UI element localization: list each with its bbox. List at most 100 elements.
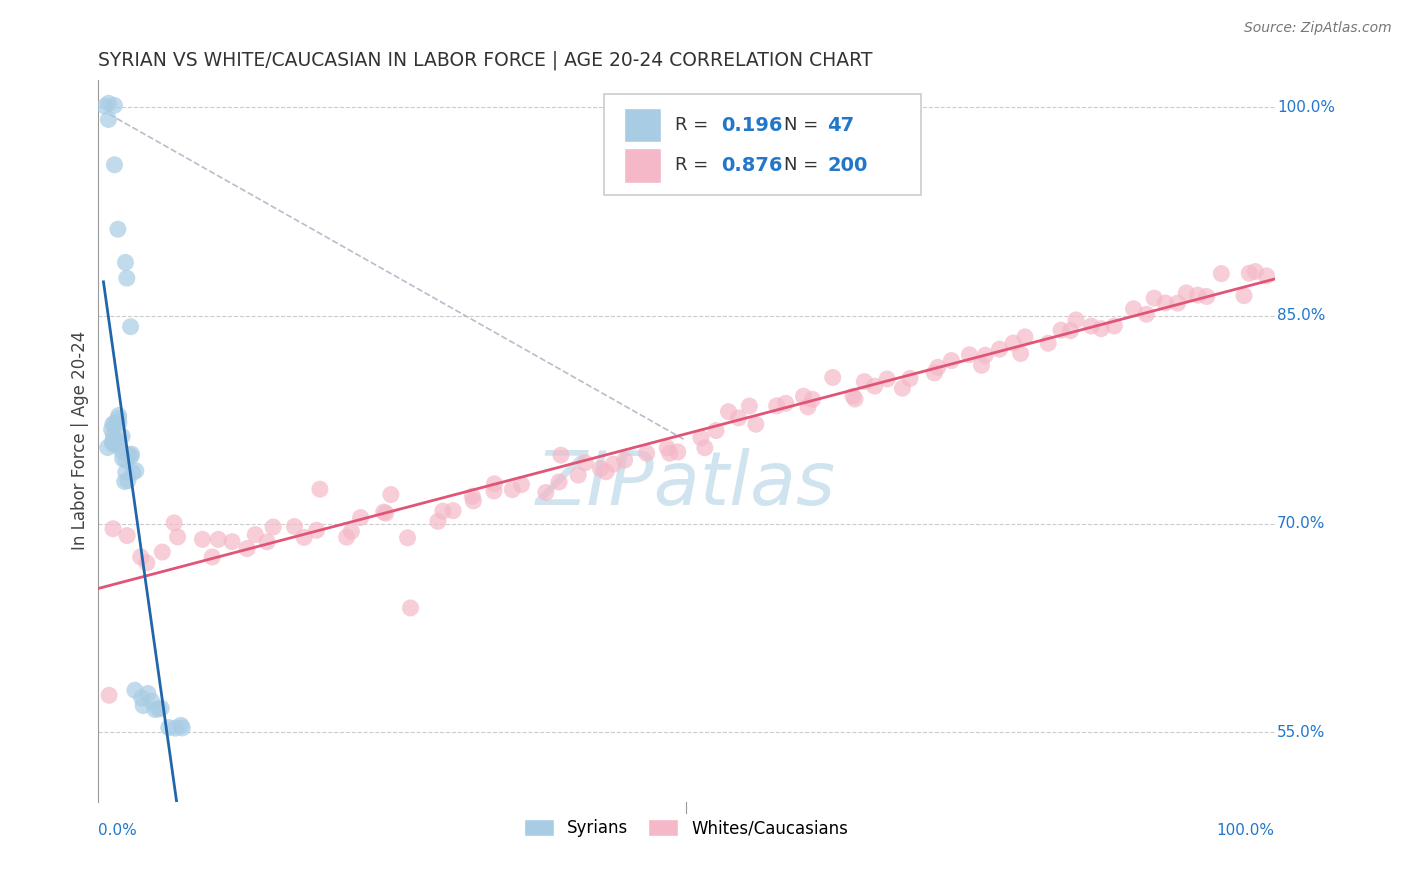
Point [567, 468, 589, 483]
Text: 100.0%: 100.0% [1216, 823, 1275, 838]
Point [97, 96, 120, 111]
Point [941, 353, 963, 368]
Point [988, 342, 1011, 356]
Point [432, 504, 454, 518]
Text: 0.0%: 0.0% [97, 823, 136, 838]
Point [1195, 289, 1218, 303]
Point [959, 348, 981, 362]
Point [548, 475, 571, 489]
Point [150, 545, 173, 559]
FancyBboxPatch shape [603, 94, 921, 195]
Point [340, 524, 363, 539]
Point [844, 392, 866, 406]
Point [924, 366, 946, 380]
Point [143, 702, 166, 716]
Point [482, 483, 505, 498]
Text: 0.876: 0.876 [721, 156, 783, 175]
Y-axis label: In Labor Force | Age 20-24: In Labor Force | Age 20-24 [72, 331, 89, 550]
Point [292, 530, 315, 544]
Text: Source: ZipAtlas.com: Source: ZipAtlas.com [1244, 21, 1392, 35]
Point [117, 448, 139, 462]
Point [461, 489, 484, 503]
Point [309, 482, 332, 496]
Text: 200: 200 [827, 156, 868, 175]
Text: 0.196: 0.196 [721, 116, 783, 135]
Point [103, 417, 125, 431]
Point [775, 396, 797, 410]
Point [863, 379, 886, 393]
Point [974, 348, 997, 362]
Point [107, 411, 129, 425]
Point [336, 530, 359, 544]
Point [135, 556, 157, 570]
Point [1167, 296, 1189, 310]
Point [441, 503, 464, 517]
Text: 47: 47 [827, 116, 855, 135]
Point [103, 433, 125, 447]
Point [1014, 330, 1036, 344]
Point [1187, 288, 1209, 302]
Point [463, 494, 485, 508]
Point [1059, 324, 1081, 338]
Point [115, 453, 138, 467]
Point [262, 520, 284, 534]
Point [801, 392, 824, 407]
Point [1211, 267, 1233, 281]
Point [105, 433, 128, 447]
Point [1239, 266, 1261, 280]
Text: 100.0%: 100.0% [1277, 100, 1334, 115]
Point [797, 400, 820, 414]
Point [125, 464, 148, 478]
Point [693, 441, 716, 455]
Point [111, 444, 134, 458]
Point [107, 409, 129, 423]
Point [510, 477, 533, 491]
Point [717, 405, 740, 419]
Point [727, 410, 749, 425]
Point [1122, 301, 1144, 316]
Point [97, 441, 120, 455]
Point [666, 445, 689, 459]
Point [898, 371, 921, 385]
Point [1010, 346, 1032, 360]
Point [97, 112, 120, 127]
Point [120, 450, 142, 464]
Point [98, 688, 121, 702]
Point [121, 447, 143, 461]
Point [131, 691, 153, 706]
Text: SYRIAN VS WHITE/CAUCASIAN IN LABOR FORCE | AGE 20-24 CORRELATION CHART: SYRIAN VS WHITE/CAUCASIAN IN LABOR FORCE… [97, 51, 872, 70]
Point [105, 438, 128, 452]
Point [115, 528, 138, 542]
Point [550, 448, 572, 462]
Point [574, 456, 596, 470]
Point [374, 506, 396, 520]
Point [283, 519, 305, 533]
Point [94, 99, 117, 113]
Point [111, 451, 134, 466]
Point [129, 549, 152, 564]
Point [101, 434, 124, 449]
Point [245, 527, 267, 541]
Text: 55.0%: 55.0% [1277, 724, 1326, 739]
FancyBboxPatch shape [624, 148, 661, 183]
Point [1233, 288, 1256, 302]
Point [1050, 323, 1073, 337]
Text: ZIPatlas: ZIPatlas [536, 448, 837, 520]
Point [1256, 268, 1278, 283]
Text: R =: R = [675, 116, 714, 134]
Point [484, 476, 506, 491]
Point [1080, 319, 1102, 334]
Point [256, 534, 278, 549]
Point [738, 399, 761, 413]
Point [117, 474, 139, 488]
Point [876, 372, 898, 386]
Point [821, 370, 844, 384]
Point [927, 360, 949, 375]
Point [501, 483, 523, 497]
Point [108, 416, 131, 430]
Point [105, 436, 128, 450]
Point [114, 255, 136, 269]
Point [170, 718, 193, 732]
Text: 70.0%: 70.0% [1277, 516, 1326, 532]
Point [201, 549, 224, 564]
